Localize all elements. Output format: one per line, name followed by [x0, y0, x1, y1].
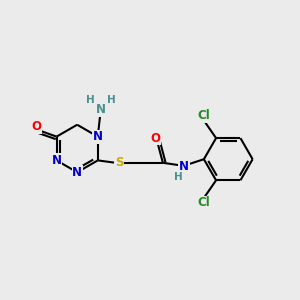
Text: N: N: [93, 130, 103, 143]
Text: H: H: [86, 95, 95, 105]
Text: H: H: [107, 95, 116, 105]
Text: Cl: Cl: [198, 196, 211, 209]
Text: N: N: [179, 160, 189, 173]
Text: N: N: [72, 166, 82, 179]
Text: O: O: [150, 132, 160, 145]
Text: N: N: [52, 154, 61, 167]
Text: Cl: Cl: [198, 109, 211, 122]
Text: H: H: [174, 172, 183, 182]
Text: N: N: [96, 103, 106, 116]
Text: O: O: [32, 120, 42, 133]
Text: S: S: [115, 156, 123, 169]
